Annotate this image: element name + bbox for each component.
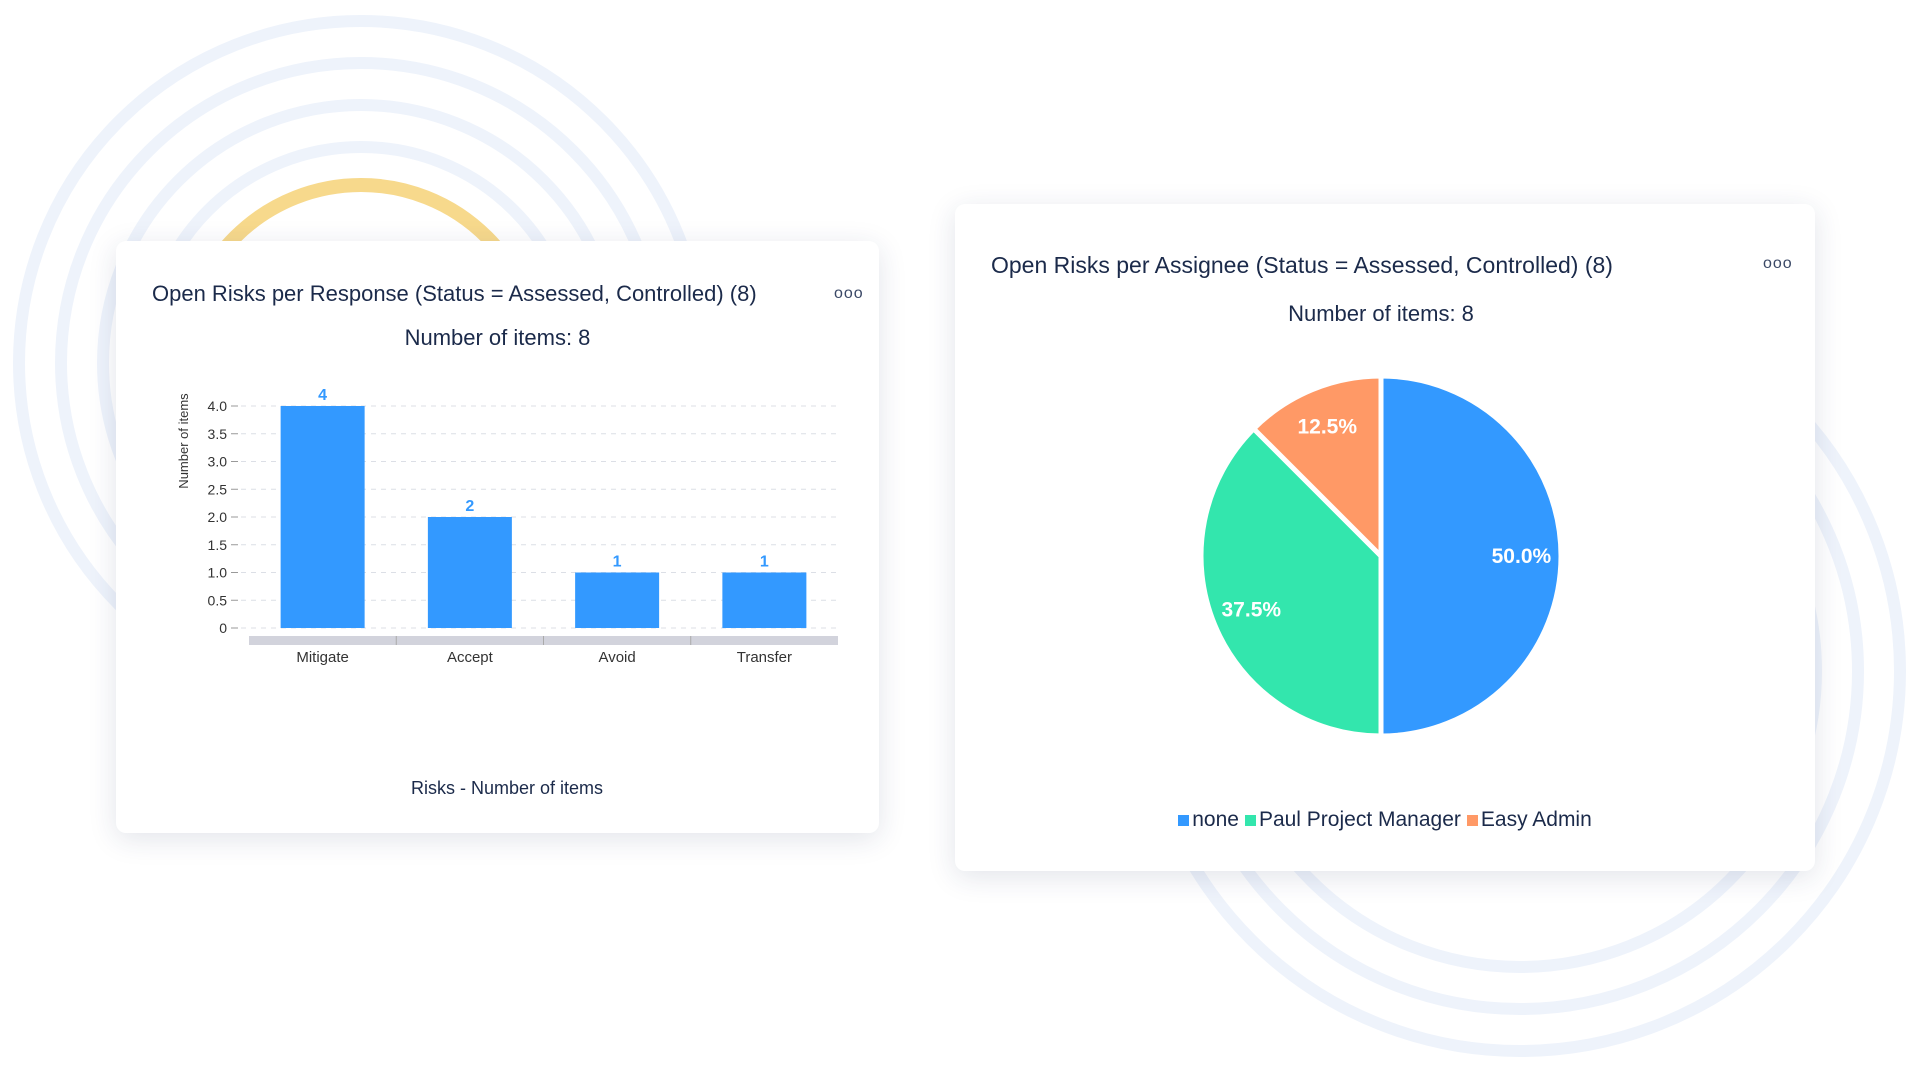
bar-mitigate[interactable] bbox=[280, 406, 365, 628]
y-tick-label: 0 bbox=[219, 620, 227, 636]
bar-data-label: 4 bbox=[318, 387, 327, 404]
pie-data-label: 50.0% bbox=[1492, 545, 1552, 568]
bar-data-label: 1 bbox=[613, 554, 622, 571]
pie-slice-none[interactable] bbox=[1378, 373, 1564, 739]
bar-accept[interactable] bbox=[427, 517, 512, 628]
card-title: Open Risks per Response (Status = Assess… bbox=[152, 281, 757, 306]
pie-legend: none Paul Project Manager Easy Admin bbox=[955, 808, 1815, 832]
legend-label: Paul Project Manager bbox=[1258, 808, 1461, 831]
chart-subtitle: Number of items: 8 bbox=[1288, 301, 1474, 326]
legend-swatch bbox=[1244, 815, 1256, 826]
chart-subtitle: Number of items: 8 bbox=[404, 325, 591, 350]
legend-swatch bbox=[1466, 815, 1478, 826]
bar-chart: 0 0.5 1.0 1.5 2.0 2.5 3.0 3.5 4.0 Number of items… bbox=[176, 387, 838, 666]
y-tick-label: 2.0 bbox=[208, 509, 228, 525]
y-tick-label: 0.5 bbox=[208, 592, 228, 608]
bar-transfer[interactable] bbox=[722, 572, 807, 629]
pie-data-label: 12.5% bbox=[1297, 415, 1357, 438]
x-tick-label: Avoid bbox=[598, 649, 635, 666]
y-tick-label: 3.0 bbox=[208, 454, 228, 470]
legend-item[interactable]: none bbox=[1178, 808, 1239, 832]
more-horizontal-icon[interactable]: ooo bbox=[834, 285, 864, 302]
pie-data-label: 37.5% bbox=[1222, 599, 1282, 622]
card-title: Open Risks per Assignee (Status = Assess… bbox=[991, 252, 1613, 278]
y-tick-label: 3.5 bbox=[208, 426, 228, 442]
y-tick-label: 1.0 bbox=[208, 565, 228, 581]
bar-avoid[interactable] bbox=[575, 572, 660, 629]
legend-swatch bbox=[1178, 815, 1190, 826]
legend-item[interactable]: Easy Admin bbox=[1466, 808, 1592, 832]
bar-data-label: 2 bbox=[465, 498, 474, 515]
pie-chart-card: Open Risks per Assignee (Status = Assess… bbox=[955, 204, 1815, 871]
pie-chart: 50.0% 37.5% 12.5% bbox=[1198, 373, 1564, 739]
legend-label: Easy Admin bbox=[1480, 808, 1592, 831]
y-tick-label: 2.5 bbox=[208, 481, 228, 497]
y-axis-label: Number of items bbox=[176, 393, 191, 489]
y-tick-label: 4.0 bbox=[208, 398, 228, 414]
x-tick-label: Accept bbox=[447, 649, 494, 666]
pie-slice-easy-admin[interactable] bbox=[1251, 373, 1384, 559]
x-tick-label: Transfer bbox=[737, 649, 792, 666]
y-tick-label: 1.5 bbox=[208, 537, 228, 553]
bar-data-label: 1 bbox=[760, 554, 769, 571]
x-axis-title: Risks - Number of items bbox=[410, 778, 604, 798]
more-horizontal-icon[interactable]: ooo bbox=[1763, 255, 1793, 272]
legend-item[interactable]: Paul Project Manager bbox=[1244, 808, 1461, 832]
pie-slice-paul-project-manager[interactable] bbox=[1198, 426, 1384, 739]
x-tick-label: Mitigate bbox=[296, 649, 349, 666]
bar-chart-card: Open Risks per Response (Status = Assess… bbox=[116, 241, 879, 833]
legend-label: none bbox=[1192, 808, 1239, 831]
